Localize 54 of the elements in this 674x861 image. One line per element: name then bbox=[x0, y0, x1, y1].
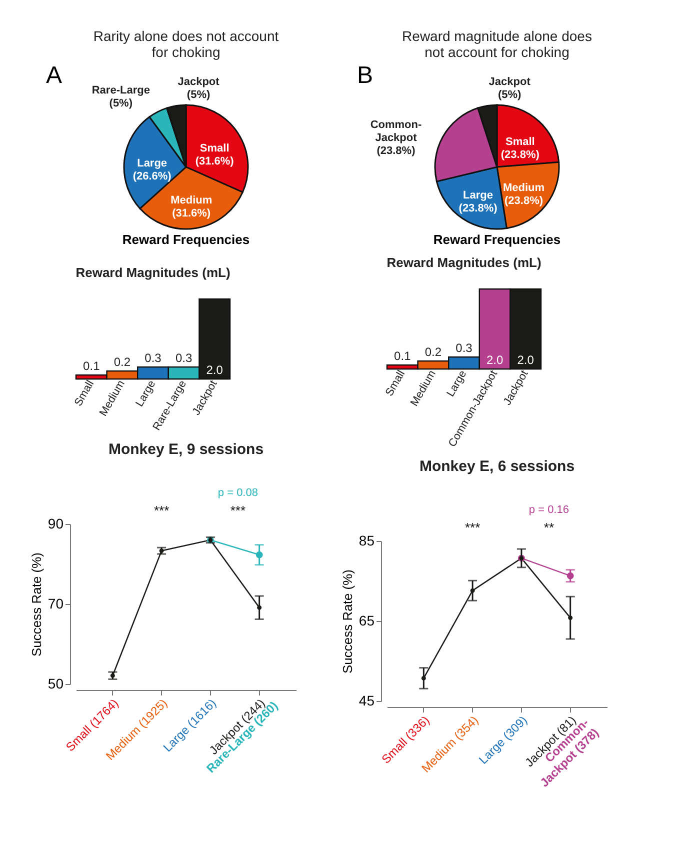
data-label: 0.2 bbox=[424, 345, 442, 359]
y-axis-title: Success Rate (%) bbox=[340, 569, 355, 674]
slice-label: Jackpot bbox=[488, 76, 531, 88]
chart-title: Reward Magnitudes (mL) bbox=[386, 255, 542, 270]
data-label: (31.6%) bbox=[195, 155, 234, 168]
chart-title: Monkey E, 6 sessions bbox=[419, 458, 575, 475]
data-label: (5%) bbox=[186, 89, 210, 102]
slice-label: Rare-Large bbox=[92, 84, 150, 96]
data-label: (5%) bbox=[109, 97, 133, 110]
data-label: (31.6%) bbox=[172, 208, 211, 220]
slice-label: Common-Jackpot bbox=[370, 118, 422, 144]
data-label: 2.0 bbox=[486, 353, 504, 367]
slice-label: Large bbox=[137, 157, 168, 170]
y-tick-label: 50 bbox=[48, 676, 64, 692]
text: A bbox=[46, 62, 62, 89]
data-label: (23.8%) bbox=[504, 195, 544, 208]
text: *** bbox=[154, 503, 170, 518]
data-label: (23.8%) bbox=[458, 202, 498, 214]
data-label: 0.1 bbox=[83, 359, 100, 373]
slice-label: Medium bbox=[502, 182, 545, 194]
data-label: (23.8%) bbox=[376, 144, 416, 157]
text: Reward Frequencies bbox=[433, 232, 561, 247]
y-tick-label: 70 bbox=[48, 596, 64, 612]
text: p = 0.16 bbox=[528, 504, 569, 516]
y-tick-label: 85 bbox=[358, 532, 375, 548]
text: B bbox=[357, 62, 374, 89]
slice-label: Large bbox=[463, 189, 494, 202]
data-label: 0.1 bbox=[394, 349, 412, 363]
y-axis-title: Success Rate (%) bbox=[28, 552, 44, 657]
data-label: (5%) bbox=[498, 89, 522, 102]
text: ** bbox=[544, 520, 554, 535]
slice-label: Medium bbox=[170, 194, 212, 207]
slice-label: Small bbox=[505, 136, 535, 148]
y-tick-label: 65 bbox=[358, 612, 375, 628]
data-label: 0.3 bbox=[144, 351, 162, 365]
text: Reward Frequencies bbox=[122, 232, 250, 247]
chart-title: Monkey E, 9 sessions bbox=[108, 441, 264, 458]
data-label: 0.3 bbox=[456, 341, 473, 355]
data-label: 2.0 bbox=[517, 353, 534, 367]
chart-title: Reward Magnitudes (mL) bbox=[76, 265, 230, 280]
chart-title: Reward magnitude alone does not account for choking bbox=[402, 28, 592, 60]
chart-title: Rarity alone does not account for choking bbox=[93, 28, 279, 60]
y-tick-label: 90 bbox=[48, 516, 64, 532]
text: p = 0.08 bbox=[218, 487, 258, 499]
slice-label: Small bbox=[200, 142, 230, 154]
slice-label: Jackpot bbox=[178, 76, 220, 88]
data-label: (26.6%) bbox=[132, 170, 172, 182]
data-label: 0.3 bbox=[175, 351, 192, 365]
text: *** bbox=[464, 520, 480, 535]
text: *** bbox=[230, 503, 246, 518]
data-label: (23.8%) bbox=[500, 148, 540, 161]
y-tick-label: 45 bbox=[358, 692, 375, 708]
data-label: 0.2 bbox=[114, 355, 131, 369]
data-label: 2.0 bbox=[206, 363, 224, 377]
